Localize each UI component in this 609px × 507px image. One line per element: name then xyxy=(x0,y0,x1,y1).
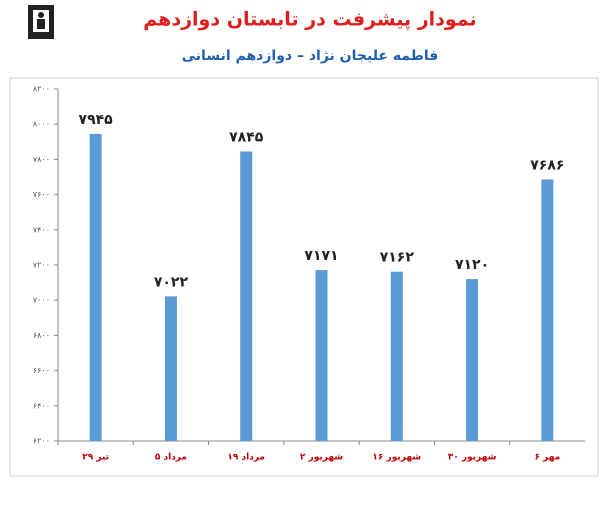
bar xyxy=(466,279,479,441)
y-tick-label: ۷۸۰۰ xyxy=(33,155,50,164)
bar xyxy=(89,133,102,441)
x-tick-label: ۱۹ مرداد xyxy=(227,453,265,463)
value-label: ۷۱۷۱ xyxy=(304,248,338,264)
bar xyxy=(164,296,177,441)
value-label: ۷۱۶۲ xyxy=(380,250,415,266)
y-tick-label: ۷۶۰۰ xyxy=(33,190,50,199)
y-tick-label: ۶۲۰۰ xyxy=(33,437,50,446)
value-label: ۷۸۴۵ xyxy=(229,129,264,145)
y-tick-label: ۶۴۰۰ xyxy=(33,401,50,410)
y-tick-label: ۷۰۰۰ xyxy=(33,296,50,305)
logo xyxy=(28,5,54,39)
value-label: ۷۱۲۰ xyxy=(455,257,489,273)
x-tick-label: ۶ مهر xyxy=(534,453,560,463)
bar xyxy=(315,270,328,441)
chart-frame xyxy=(9,77,599,477)
x-tick-label: ۳۰ شهریور xyxy=(448,453,497,463)
y-tick-label: ۸۰۰۰ xyxy=(33,120,50,129)
bar xyxy=(240,151,253,442)
chart-title: نمودار پیشرفت در تابستان دوازدهم xyxy=(143,9,476,31)
x-tick-label: ۲ شهریور xyxy=(300,453,343,463)
bar xyxy=(390,271,403,441)
chart-subtitle: فاطمه علیجان نژاد – دوازدهم انسانی xyxy=(182,48,439,64)
y-tick-label: ۸۲۰۰ xyxy=(33,85,50,94)
y-tick-label: ۶۶۰۰ xyxy=(33,366,50,375)
y-tick-label: ۷۲۰۰ xyxy=(33,261,50,270)
value-label: ۷۹۴۵ xyxy=(79,112,114,128)
x-tick-label: ۵ مرداد xyxy=(155,453,187,463)
value-label: ۷۰۲۲ xyxy=(154,274,189,290)
bar xyxy=(541,179,554,442)
y-tick-label: ۷۴۰۰ xyxy=(33,225,50,234)
y-tick-label: ۶۸۰۰ xyxy=(33,331,50,340)
value-label: ۷۶۸۶ xyxy=(530,157,564,173)
x-tick-label: ۲۹ تیر xyxy=(82,453,109,463)
x-tick-label: ۱۶ شهریور xyxy=(372,453,421,463)
